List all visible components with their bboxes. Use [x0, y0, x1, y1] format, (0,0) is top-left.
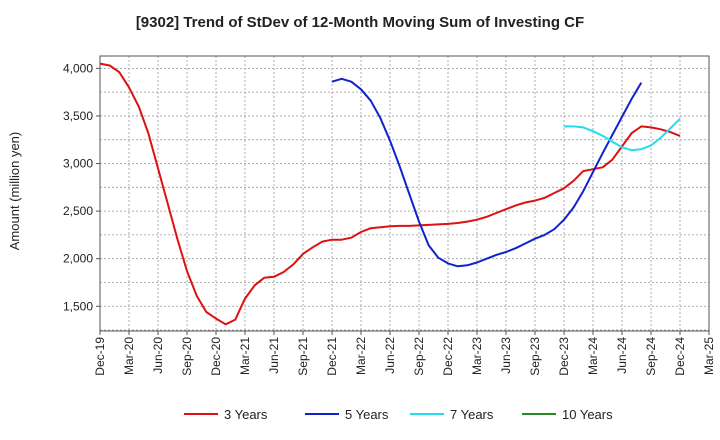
- x-tick-label: Sep-23: [528, 337, 542, 376]
- series-line-3-years: [99, 62, 681, 326]
- x-tick-label: Sep-21: [296, 337, 310, 376]
- x-tick-label: Jun-20: [151, 337, 165, 374]
- y-tick-label: 1,500: [63, 299, 93, 313]
- x-tick-label: Dec-19: [93, 337, 107, 376]
- x-tick-label: Jun-21: [267, 337, 281, 374]
- chart-title: [9302] Trend of StDev of 12-Month Moving…: [135, 14, 585, 31]
- x-tick-label: Mar-22: [354, 337, 368, 375]
- series-line-7-years: [564, 118, 681, 152]
- x-tick-label: Mar-20: [122, 337, 136, 375]
- legend-label: 3 Years: [224, 407, 268, 422]
- legend-label: 7 Years: [450, 407, 494, 422]
- x-tick-label: Sep-24: [644, 337, 658, 376]
- x-tick-label: Dec-22: [441, 337, 455, 376]
- x-tick-label: Mar-24: [586, 337, 600, 375]
- x-tick-label: Dec-23: [557, 337, 571, 376]
- y-tick-label: 2,000: [63, 252, 93, 266]
- y-tick-label: 4,000: [63, 61, 93, 75]
- y-tick-label: 2,500: [63, 204, 93, 218]
- y-axis: 1,500 2,000 2,500 3,000 3,500 4,000: [63, 61, 100, 313]
- x-tick-label: Jun-23: [499, 337, 513, 374]
- x-tick-label: Dec-20: [209, 337, 223, 376]
- x-tick-label: Dec-21: [325, 337, 339, 376]
- legend-label: 10 Years: [562, 407, 613, 422]
- legend-label: 5 Years: [345, 407, 389, 422]
- x-tick-label: Mar-25: [702, 337, 716, 375]
- x-tick-label: Sep-22: [412, 337, 426, 376]
- series-lines: [99, 62, 681, 326]
- x-tick-label: Sep-20: [180, 337, 194, 376]
- x-tick-label: Jun-24: [615, 337, 629, 374]
- x-tick-label: Mar-23: [470, 337, 484, 375]
- series-line-5-years: [331, 77, 643, 268]
- x-tick-label: Dec-24: [673, 337, 687, 376]
- x-tick-label: Mar-21: [238, 337, 252, 375]
- y-tick-label: 3,000: [63, 157, 93, 171]
- legend: 3 Years 5 Years 7 Years 10 Years: [184, 407, 613, 422]
- plot-frame: [99, 55, 710, 332]
- x-axis: Dec-19 Mar-20 Jun-20 Sep-20 Dec-20 Mar-21 Jun-…: [93, 331, 716, 376]
- y-axis-label: Amount (million yen): [7, 132, 22, 251]
- x-tick-label: Jun-22: [383, 337, 397, 374]
- y-tick-label: 3,500: [63, 109, 93, 123]
- grid: [99, 56, 710, 331]
